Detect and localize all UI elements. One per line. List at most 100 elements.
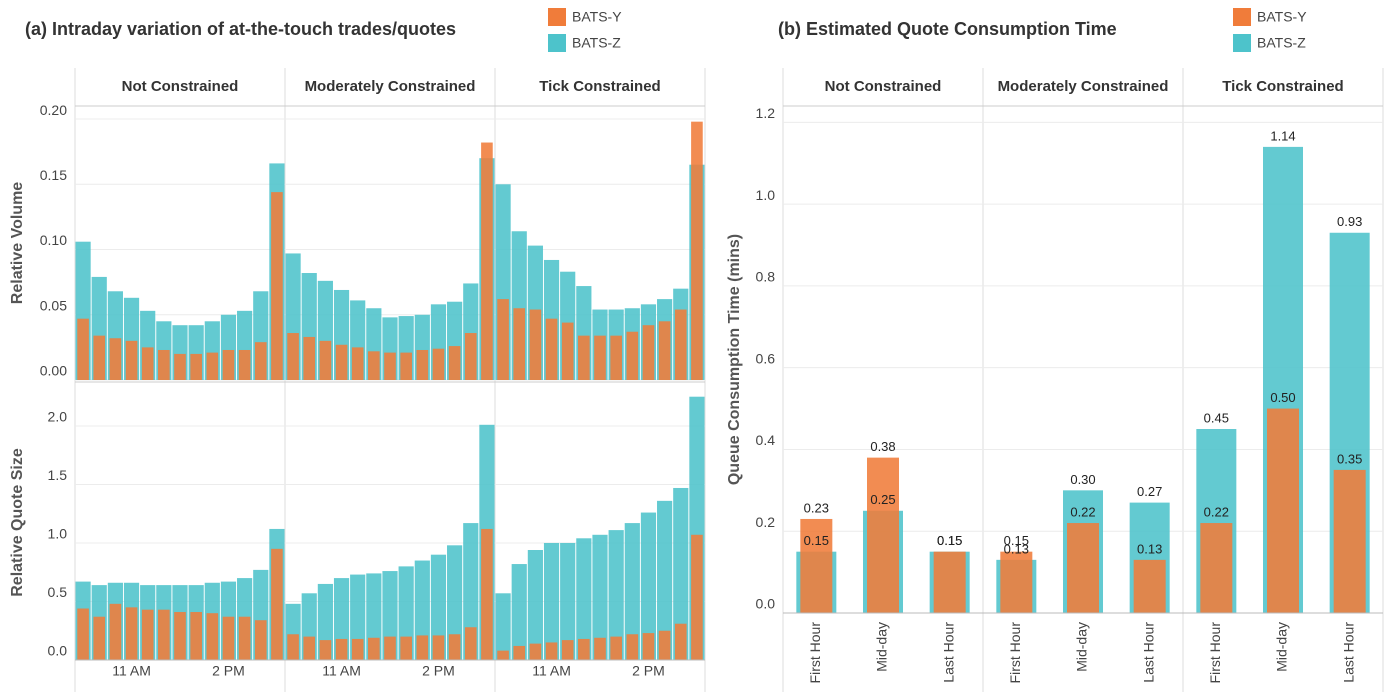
bar [691, 121, 703, 381]
bar [350, 574, 366, 660]
bar [495, 593, 511, 660]
bar [303, 636, 316, 660]
y-tick-label: 0.05 [40, 297, 67, 313]
bar [206, 352, 219, 380]
x-tick-label: 11 AM [112, 663, 151, 679]
y-tick-label: 0.5 [48, 584, 68, 600]
value-label: 0.13 [1004, 541, 1029, 556]
bar [578, 638, 590, 660]
y-tick-label: 0.10 [40, 232, 67, 248]
bar [691, 534, 703, 660]
bar [658, 321, 671, 380]
y-tick-label: 2.0 [48, 409, 68, 425]
bar [592, 534, 608, 660]
value-label: 0.38 [870, 439, 895, 454]
bar [545, 642, 558, 660]
value-label: 0.30 [1070, 472, 1095, 487]
bar [287, 634, 299, 660]
value-label: 1.14 [1270, 128, 1295, 143]
bar [206, 613, 219, 660]
x-tick-label: Mid-day [1074, 622, 1090, 672]
bar [335, 344, 348, 380]
bar [1267, 408, 1299, 613]
bar [368, 637, 380, 660]
bar [576, 538, 592, 660]
bar [674, 309, 687, 380]
bar [640, 512, 657, 660]
value-label: 0.22 [1070, 504, 1095, 519]
bar [1333, 469, 1366, 613]
x-tick-label: 2 PM [212, 663, 245, 679]
bar [238, 616, 251, 660]
bar [1200, 523, 1233, 613]
bar [287, 333, 299, 380]
bar [448, 346, 461, 380]
bar [561, 640, 574, 660]
bar [608, 530, 624, 660]
bar [222, 616, 235, 660]
bar [238, 349, 251, 380]
facet-header: Tick Constrained [539, 78, 660, 95]
bar [319, 340, 332, 380]
bar [1067, 523, 1099, 613]
y-tick-label: 0.0 [48, 643, 68, 659]
bar [497, 299, 509, 380]
y-tick-label: 0.6 [756, 350, 776, 366]
bar [594, 335, 606, 380]
bar [432, 635, 445, 660]
x-tick-label: First Hour [807, 622, 823, 684]
bar [674, 623, 687, 660]
bar [578, 335, 590, 380]
bar [430, 554, 447, 660]
bar [529, 309, 542, 380]
value-label: 0.15 [937, 533, 962, 548]
y-tick-label: 1.2 [756, 105, 776, 121]
x-tick-label: Last Hour [1140, 622, 1156, 683]
bar [384, 636, 396, 660]
bar [77, 608, 89, 660]
bar [527, 550, 543, 660]
bar [77, 318, 89, 380]
bar [448, 634, 461, 660]
bar [610, 335, 622, 380]
bar [414, 560, 430, 660]
bar [400, 636, 412, 660]
x-tick-label: 11 AM [532, 663, 571, 679]
bar [303, 336, 316, 380]
bar [254, 620, 267, 660]
bar [416, 349, 429, 380]
x-tick-label: 11 AM [322, 663, 361, 679]
y-axis-label: Relative Quote Size [9, 448, 26, 597]
x-tick-label: Last Hour [940, 622, 956, 683]
bar [610, 636, 622, 660]
bar [545, 318, 558, 380]
legend-swatch [548, 8, 566, 26]
bar [93, 616, 106, 660]
facet-header: Moderately Constrained [998, 78, 1169, 95]
value-label: 0.23 [804, 500, 829, 515]
facet-header: Tick Constrained [1222, 78, 1343, 95]
y-tick-label: 0.4 [756, 432, 776, 448]
value-label: 0.93 [1337, 214, 1362, 229]
bar [513, 308, 526, 380]
chart-title: (b) Estimated Quote Consumption Time [778, 19, 1117, 39]
bar [513, 645, 526, 660]
x-tick-label: 2 PM [422, 663, 455, 679]
bar [560, 542, 576, 660]
bar [141, 609, 154, 660]
bar [529, 643, 542, 660]
legend-label: BATS-Z [1257, 35, 1306, 51]
y-tick-label: 0.20 [40, 102, 67, 118]
bar [141, 347, 154, 380]
value-label: 0.27 [1137, 484, 1162, 499]
bar [125, 340, 138, 380]
value-label: 0.35 [1337, 451, 1362, 466]
bar [109, 338, 122, 380]
facet-header: Not Constrained [122, 78, 239, 95]
y-axis-label: Relative Volume [9, 182, 26, 305]
bar [400, 352, 412, 380]
bar [447, 545, 463, 660]
x-tick-label: First Hour [1007, 622, 1023, 684]
value-label: 0.15 [937, 533, 962, 548]
bar [174, 353, 186, 380]
